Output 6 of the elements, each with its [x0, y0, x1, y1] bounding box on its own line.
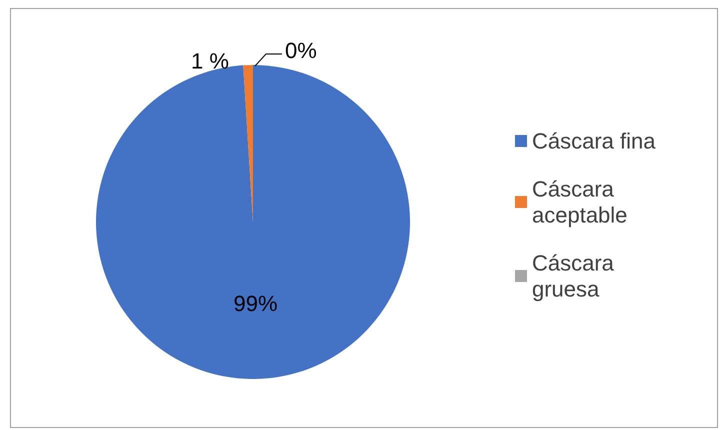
data-label: 99%	[234, 290, 278, 316]
legend-label: Cáscara fina	[532, 128, 656, 154]
text: 0%	[285, 38, 317, 63]
legend-label: Cáscara gruesa	[532, 250, 620, 302]
data-label: 1 %	[191, 48, 229, 74]
legend-label: Cáscara aceptable	[532, 176, 628, 228]
